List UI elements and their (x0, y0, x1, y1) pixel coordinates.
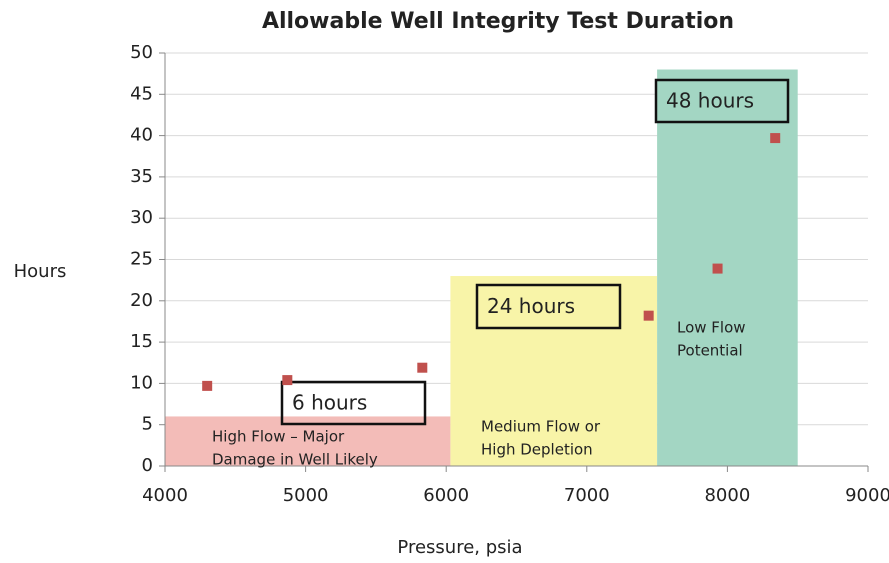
annotation-box (475, 283, 622, 330)
region (450, 276, 658, 466)
x-axis-label: Pressure, psia (397, 537, 522, 558)
annotation-text: 24 hours (487, 294, 575, 318)
x-tick-label: 4000 (142, 485, 188, 506)
y-tick-label: 10 (130, 372, 153, 393)
region-label: High Flow – Major (212, 428, 345, 446)
y-tick-label: 0 (142, 455, 153, 476)
region-label: Low Flow (677, 319, 746, 337)
chart-title: Allowable Well Integrity Test Duration (262, 9, 734, 34)
x-tick-label: 8000 (704, 485, 750, 506)
point (770, 133, 781, 144)
region-label: Damage in Well Likely (212, 451, 378, 469)
x-tick-label: 9000 (845, 485, 889, 506)
region-label: Medium Flow or (481, 418, 601, 436)
point (417, 362, 428, 373)
y-tick-label: 45 (130, 83, 153, 104)
point (643, 310, 654, 321)
point (712, 263, 723, 274)
region-label: Potential (677, 342, 743, 360)
y-tick-label: 20 (130, 290, 153, 311)
annotation-box (654, 78, 790, 124)
point (282, 375, 293, 386)
y-tick-label: 30 (130, 207, 153, 228)
annotation-text: 6 hours (292, 391, 367, 415)
region (657, 69, 798, 467)
y-tick-label: 50 (130, 42, 153, 63)
point (202, 380, 213, 391)
annotation-box (280, 380, 427, 426)
annotation-text: 48 hours (666, 89, 754, 113)
y-tick-label: 15 (130, 331, 153, 352)
y-tick-label: 5 (142, 414, 153, 435)
x-tick-label: 6000 (423, 485, 469, 506)
y-tick-label: 35 (130, 166, 153, 187)
y-tick-label: 25 (130, 249, 153, 270)
x-tick-label: 5000 (283, 485, 329, 506)
region-label: High Depletion (481, 441, 593, 459)
x-tick-label: 7000 (564, 485, 610, 506)
y-axis-label: Hours (14, 261, 67, 282)
y-tick-label: 40 (130, 125, 153, 146)
